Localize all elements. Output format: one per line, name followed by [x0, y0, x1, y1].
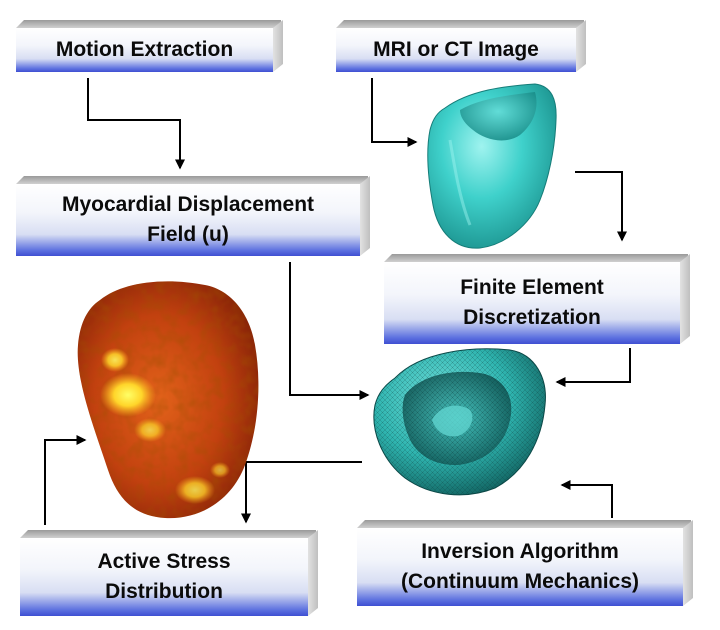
arrow-heart-to-finite-element — [575, 171, 627, 242]
heart-mesh-image — [373, 348, 546, 496]
inversion-algorithm-label-line1: Inversion Algorithm — [421, 540, 619, 563]
active-stress-label-line1: Active Stress — [97, 550, 231, 573]
displacement-field-label-line1: Myocardial Displacement — [61, 193, 315, 216]
inversion-algorithm-label-line2: (Continuum Mechanics) — [400, 570, 639, 593]
finite-element-label-line1: Finite Element — [460, 276, 604, 299]
arrow-displacement-to-mesh — [289, 262, 370, 400]
arrow-finite-element-to-mesh — [555, 348, 631, 387]
arrow-active-stress-to-stress-map — [44, 435, 87, 525]
displacement-field-label-line2: Field (u) — [147, 223, 229, 246]
finite-element-label-line2: Discretization — [463, 306, 601, 329]
arrow-mesh-to-active-stress — [241, 461, 362, 524]
motion-extraction-label: Motion Extraction — [55, 38, 234, 61]
active-stress-label-line2: Distribution — [105, 580, 223, 603]
arrow-inversion-to-mesh — [560, 480, 613, 518]
arrow-motion-to-displacement — [87, 78, 185, 170]
heart-surface-image — [427, 83, 557, 249]
arrow-mri-to-heart — [371, 78, 418, 147]
mri-ct-image-label: MRI or CT Image — [373, 38, 539, 61]
active-stress-map-image — [77, 281, 259, 519]
